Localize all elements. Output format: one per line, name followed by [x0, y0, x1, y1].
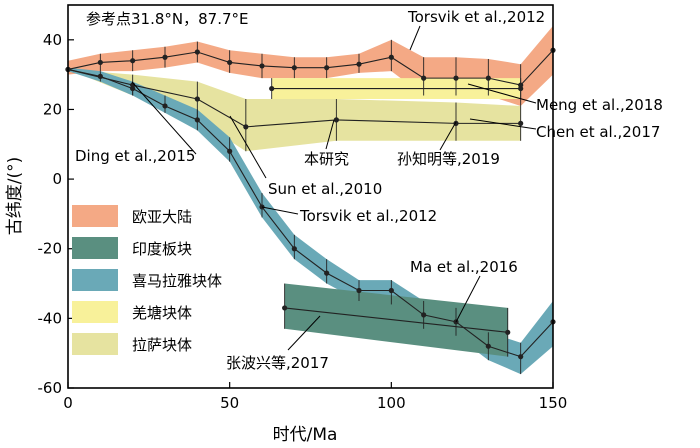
annotation-leader-line	[467, 83, 537, 104]
series-2-point	[243, 124, 249, 130]
series-4-point	[282, 305, 288, 311]
annotation-leader-line	[439, 121, 457, 151]
annotation-leader-line	[325, 119, 335, 150]
y-tick-label: -20	[38, 240, 63, 258]
series-0-point	[485, 75, 491, 81]
y-tick-label: 40	[43, 31, 62, 49]
y-tick-label: -40	[38, 309, 63, 327]
legend-label: 喜马拉雅块体	[132, 272, 222, 290]
series-0-point	[356, 61, 362, 67]
series-3-point	[130, 85, 136, 92]
annotation-leader-line	[469, 118, 537, 130]
series-3-point	[356, 287, 362, 294]
series-points	[65, 25, 556, 375]
series-3-point	[388, 287, 394, 294]
annotation-sun-2010: Sun et al.,2010	[268, 180, 382, 198]
series-3-point	[324, 270, 330, 276]
legend-swatch	[72, 237, 118, 259]
annotation-leader-line	[229, 115, 267, 179]
series-0-line	[67, 49, 554, 86]
annotation-torsvik-2012-india: Torsvik et al.,2012	[299, 207, 437, 225]
y-tick-label: 20	[43, 100, 62, 118]
annotation-torsvik-2012-top: Torsvik et al.,2012	[407, 8, 545, 26]
series-0-point	[324, 65, 330, 71]
series-3-point	[291, 246, 297, 252]
legend-swatch	[72, 333, 118, 355]
series-0-point	[162, 54, 168, 60]
annotation-leader-line	[287, 315, 321, 351]
y-tick-label: 0	[52, 170, 62, 188]
annotation-leader-line	[409, 25, 421, 51]
annotation-zhang-boxing-2017: 张波兴等,2017	[226, 354, 329, 372]
series-3-line	[67, 68, 554, 358]
legend-swatch	[72, 301, 118, 323]
series-2-band	[68, 69, 521, 152]
series-0-point	[227, 59, 233, 66]
series-0-point	[259, 63, 265, 69]
annotation-sun-zhiming-2019: 孙知明等,2019	[397, 150, 500, 168]
axis-ticks: 0 50 100 150 40 20 0 -20 -40 -60	[38, 31, 568, 412]
series-3-point	[259, 204, 265, 210]
legend-swatch	[72, 269, 118, 291]
series-0-point	[421, 75, 427, 81]
plot-frame	[67, 4, 554, 389]
series-1-point	[518, 85, 524, 92]
annotation-ding-2015: Ding et al.,2015	[75, 147, 195, 165]
series-4-line	[284, 307, 508, 333]
x-tick-label: 50	[220, 394, 239, 412]
annotation-leaders	[131, 25, 537, 351]
annotation-ma-2016: Ma et al.,2016	[410, 258, 518, 276]
series-0-point	[388, 54, 394, 60]
series-0-point	[130, 58, 136, 64]
reference-point-label: 参考点31.8°N，87.7°E	[86, 10, 249, 28]
series-0-point	[194, 49, 200, 55]
series-2-point	[194, 96, 200, 102]
series-4-point	[505, 329, 511, 335]
series-3-point	[97, 73, 103, 79]
x-axis-label: 时代/Ma	[273, 425, 338, 445]
annotation-leader-line	[261, 206, 299, 215]
series-0-point	[97, 59, 103, 66]
legend-label: 羌塘块体	[132, 304, 192, 322]
y-tick-label: -60	[38, 379, 63, 397]
series-3-point	[227, 148, 233, 154]
series-0-point	[453, 75, 459, 81]
annotation-chen-2017: Chen et al.,2017	[536, 123, 660, 141]
annotation-meng-2018: Meng et al.,2018	[536, 96, 663, 114]
x-tick-label: 100	[377, 394, 406, 412]
legend-label: 印度板块	[132, 240, 192, 258]
series-3-point	[162, 103, 168, 109]
series-3-point	[485, 343, 491, 349]
series-2-point	[333, 117, 339, 123]
series-1-point	[269, 85, 275, 92]
series-3-point	[518, 354, 524, 360]
x-tick-label: 150	[539, 394, 568, 412]
annotation-this-study: 本研究	[304, 150, 349, 168]
series-0-point	[291, 65, 297, 71]
series-2-point	[518, 120, 524, 126]
x-tick-label: 0	[63, 394, 73, 412]
series-3-point	[421, 312, 427, 318]
legend-label: 欧亚大陆	[132, 208, 192, 226]
y-axis-label: 古纬度/(°)	[5, 157, 25, 236]
legend-swatch	[72, 205, 118, 227]
series-3-point	[194, 117, 200, 123]
annotation-leader-line	[455, 275, 481, 323]
annotation-leader-line	[131, 81, 197, 155]
legend-label: 拉萨块体	[132, 336, 192, 354]
